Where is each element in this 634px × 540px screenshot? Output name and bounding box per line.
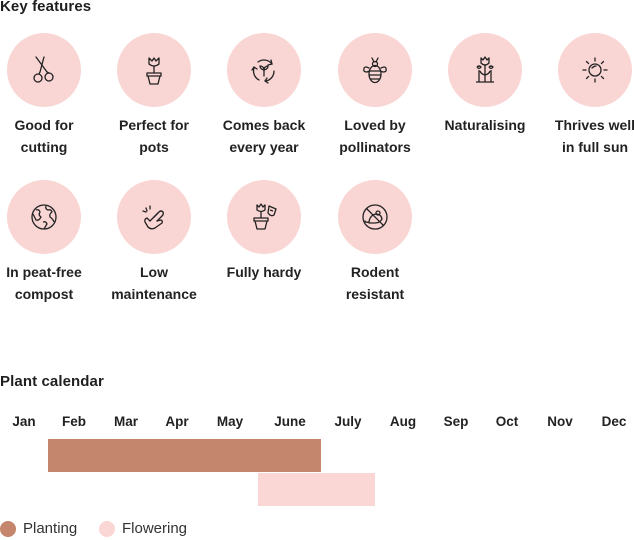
feature-perfect-for-pots: Perfect for pots bbox=[99, 33, 209, 158]
feature-label: in full sun bbox=[561, 139, 629, 155]
bee-icon bbox=[363, 57, 387, 84]
month-label: Jan bbox=[12, 414, 36, 429]
month-label: July bbox=[334, 414, 362, 429]
feature-label: every year bbox=[229, 139, 299, 155]
feature-in-peat-free-compost: In peat-free compost bbox=[0, 180, 99, 305]
month-label: Mar bbox=[113, 414, 139, 429]
flowering-period-bar bbox=[258, 473, 375, 506]
feature-label: Comes back bbox=[222, 117, 306, 133]
feature-icon-circle bbox=[227, 33, 301, 107]
legend-planting-label: Planting bbox=[23, 520, 78, 537]
frost-hardy-pot-icon bbox=[253, 203, 277, 230]
tulip-group-icon bbox=[476, 56, 494, 83]
month-label: Dec bbox=[601, 414, 627, 429]
month-label: May bbox=[216, 414, 244, 429]
feature-thrives-in-full-sun: Thrives well in full sun bbox=[540, 33, 634, 158]
feature-label: Naturalising bbox=[444, 117, 526, 133]
feature-label: cutting bbox=[20, 139, 68, 155]
feature-icon-circle bbox=[227, 180, 301, 254]
feature-label: Rodent bbox=[350, 264, 400, 280]
feature-label: maintenance bbox=[111, 286, 197, 302]
feature-icon-circle bbox=[338, 180, 412, 254]
month-label: Aug bbox=[389, 414, 417, 429]
feature-low-maintenance: Low maintenance bbox=[99, 180, 209, 305]
legend-flowering: Flowering bbox=[99, 520, 187, 537]
planting-period-bar bbox=[48, 439, 321, 472]
month-label: Feb bbox=[61, 414, 87, 429]
feature-comes-back-every-year: Comes back every year bbox=[209, 33, 319, 158]
month-label: Oct bbox=[495, 414, 519, 429]
recycle-sprout-icon bbox=[251, 59, 275, 84]
key-features-heading: Key features bbox=[0, 0, 92, 15]
feature-label: Good for bbox=[14, 117, 74, 133]
feature-label: compost bbox=[14, 286, 74, 302]
feature-naturalising: Naturalising bbox=[430, 33, 540, 136]
hand-sparkle-icon bbox=[142, 205, 164, 230]
month-label: Nov bbox=[547, 414, 573, 429]
flowering-swatch bbox=[99, 520, 115, 537]
feature-label: Low bbox=[140, 264, 168, 280]
feature-icon-circle bbox=[338, 33, 412, 107]
feature-icon-circle bbox=[558, 33, 632, 107]
feature-label: In peat-free bbox=[6, 264, 82, 280]
feature-label: Fully hardy bbox=[226, 264, 302, 280]
sun-icon bbox=[582, 57, 608, 83]
feature-label: pollinators bbox=[339, 139, 411, 155]
feature-loved-by-pollinators: Loved by pollinators bbox=[320, 33, 430, 158]
globe-icon bbox=[31, 204, 57, 230]
legend-flowering-label: Flowering bbox=[122, 520, 188, 537]
feature-label: Perfect for bbox=[118, 117, 190, 133]
feature-good-for-cutting: Good for cutting bbox=[0, 33, 99, 158]
planting-swatch bbox=[0, 520, 16, 537]
feature-rodent-resistant: Rodent resistant bbox=[320, 180, 430, 305]
feature-label: resistant bbox=[345, 286, 405, 302]
feature-icon-circle bbox=[7, 33, 81, 107]
feature-icon-circle bbox=[448, 33, 522, 107]
scissors-icon bbox=[33, 56, 54, 83]
potted-flower-icon bbox=[146, 57, 162, 85]
month-label: June bbox=[274, 414, 306, 429]
feature-icon-circle bbox=[117, 33, 191, 107]
feature-icon-circle bbox=[117, 180, 191, 254]
month-label: Apr bbox=[165, 414, 189, 429]
feature-fully-hardy: Fully hardy bbox=[209, 180, 319, 283]
feature-label: Loved by bbox=[344, 117, 406, 133]
no-rodent-icon bbox=[362, 204, 388, 230]
month-label: Sep bbox=[443, 414, 469, 429]
feature-label: pots bbox=[139, 139, 169, 155]
plant-calendar-heading: Plant calendar bbox=[0, 373, 104, 390]
feature-icon-circle bbox=[7, 180, 81, 254]
feature-label: Thrives well bbox=[554, 117, 634, 133]
legend-planting: Planting bbox=[0, 520, 77, 537]
